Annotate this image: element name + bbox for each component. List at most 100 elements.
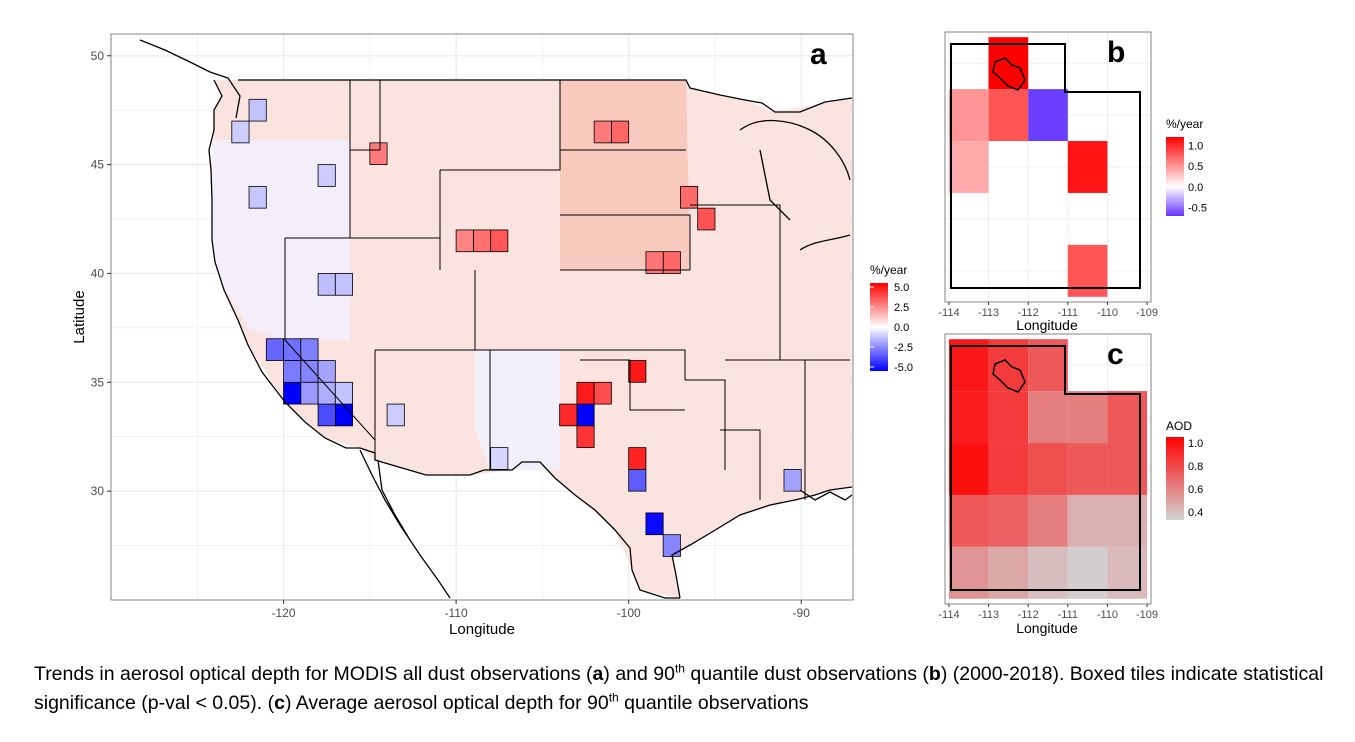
panel-c-legend-colorbar bbox=[1166, 437, 1184, 520]
data-tile bbox=[1067, 244, 1108, 297]
panel-b-legend-title: %/year bbox=[1166, 117, 1203, 131]
gulf-coast-outline bbox=[671, 486, 853, 599]
utah-outline-b bbox=[950, 43, 1141, 289]
trend-tile bbox=[334, 403, 353, 427]
trend-tile bbox=[231, 120, 250, 144]
data-tile bbox=[1067, 546, 1108, 599]
x-tick-label: -110 bbox=[1097, 307, 1118, 319]
x-tick-label: -114 bbox=[938, 307, 959, 319]
legend-label: 0.8 bbox=[1188, 461, 1203, 473]
panel-c: -114 -113 -112 -111 -110 -109 c Longitude AOD… bbox=[938, 333, 1203, 636]
trend-tile bbox=[697, 207, 716, 231]
land-west-wash bbox=[212, 140, 350, 340]
baja-outline bbox=[359, 449, 451, 599]
panel-a-legend-labels: 5.0 2.5 0.0 -2.5 -5.0 bbox=[870, 282, 913, 374]
trend-tile bbox=[680, 185, 699, 209]
y-tick-label: 45 bbox=[91, 158, 105, 172]
utah-outline-c bbox=[950, 345, 1141, 591]
data-tile bbox=[1028, 391, 1068, 444]
data-tile bbox=[948, 546, 989, 599]
panel-b-legend-colorbar bbox=[1166, 137, 1184, 216]
trend-tile bbox=[317, 403, 336, 427]
trend-tile bbox=[386, 403, 405, 427]
data-tile bbox=[1107, 443, 1148, 495]
data-tile bbox=[1028, 89, 1068, 142]
x-tick-label: -111 bbox=[1058, 307, 1078, 319]
great-salt-lake-b bbox=[992, 57, 1026, 91]
data-tile bbox=[988, 443, 1029, 495]
trend-tile bbox=[334, 273, 353, 296]
trend-tile bbox=[611, 120, 630, 144]
y-tick-label: 30 bbox=[91, 484, 105, 498]
caption-bold-a: a bbox=[592, 663, 604, 685]
panel-b-letter: b bbox=[1107, 36, 1125, 69]
panel-a-outlines bbox=[139, 39, 853, 599]
data-tile bbox=[1028, 339, 1068, 392]
land-plains-wash bbox=[560, 80, 690, 270]
trend-tile bbox=[645, 251, 664, 274]
panel-a-legend: %/year 5.0 2.5 0.0 -2.5 -5.0 bbox=[870, 263, 913, 374]
y-tick-label: 40 bbox=[91, 266, 105, 280]
panel-a-legend-colorbar bbox=[870, 283, 888, 371]
x-tick-label: -100 bbox=[617, 606, 641, 620]
data-tile bbox=[988, 391, 1029, 444]
x-tick-label: -112 bbox=[1018, 609, 1039, 621]
us-west-coast-outline bbox=[208, 79, 360, 449]
legend-label: -5.0 bbox=[894, 362, 913, 374]
x-tick-label: -109 bbox=[1136, 307, 1158, 319]
data-tile bbox=[1067, 391, 1108, 444]
trend-tile bbox=[628, 447, 647, 470]
panel-a-letter: a bbox=[810, 38, 827, 71]
data-tile bbox=[948, 391, 989, 444]
trend-tile bbox=[576, 403, 595, 427]
trend-tile bbox=[317, 273, 336, 296]
data-tile bbox=[988, 89, 1029, 142]
legend-label: 2.5 bbox=[894, 302, 909, 314]
data-tile bbox=[1107, 546, 1148, 599]
panel-a-ylabel: Latitude bbox=[71, 290, 88, 343]
canada-border-outline bbox=[238, 79, 853, 113]
florida-outline bbox=[799, 489, 853, 501]
trend-tile bbox=[628, 360, 647, 383]
trend-tile bbox=[283, 360, 302, 383]
trend-tile bbox=[662, 534, 681, 557]
trend-tile bbox=[490, 447, 509, 470]
panel-a-frame bbox=[110, 33, 854, 601]
trend-tile bbox=[265, 338, 284, 361]
legend-label: 0.0 bbox=[894, 322, 909, 334]
panel-a-legend-title: %/year bbox=[870, 263, 907, 277]
caption-text: ) Average aerosol optical depth for 90 bbox=[284, 692, 609, 714]
panel-c-legend-title: AOD bbox=[1166, 419, 1192, 433]
great-lakes-outline bbox=[739, 119, 851, 251]
legend-label: 0.6 bbox=[1188, 484, 1203, 496]
trend-tile bbox=[300, 381, 319, 405]
caption-bold-c: c bbox=[274, 692, 285, 714]
data-tile bbox=[988, 494, 1029, 547]
canada-coast-outline bbox=[139, 39, 241, 119]
trend-tile bbox=[248, 98, 267, 122]
caption-bold-b: b bbox=[928, 663, 941, 685]
trend-tile bbox=[490, 229, 509, 253]
trend-tile bbox=[783, 468, 802, 492]
data-tile bbox=[1028, 443, 1068, 495]
panel-a: 30 35 40 45 50 -120 -110 -100 -90 a Longitude L… bbox=[71, 33, 913, 638]
trend-tile bbox=[455, 229, 474, 253]
mexico-border-outline bbox=[359, 447, 680, 599]
data-tile bbox=[948, 141, 989, 193]
x-tick-label: -112 bbox=[1018, 307, 1039, 319]
legend-label: 0.4 bbox=[1188, 507, 1203, 519]
legend-label: 1.0 bbox=[1188, 140, 1203, 152]
land-background-wash bbox=[211, 80, 852, 598]
trend-tile bbox=[645, 512, 664, 536]
trend-tile bbox=[334, 381, 353, 405]
panel-c-xlabel: Longitude bbox=[1016, 620, 1078, 636]
legend-label: 5.0 bbox=[894, 282, 909, 294]
legend-label: 1.0 bbox=[1188, 438, 1203, 450]
caption-text: quantile dust observations ( bbox=[684, 663, 929, 685]
legend-label: 0.0 bbox=[1188, 182, 1203, 194]
panel-a-land bbox=[211, 80, 852, 598]
x-tick-label: -110 bbox=[445, 606, 468, 620]
state-lines bbox=[284, 80, 850, 500]
trend-tile bbox=[248, 185, 267, 209]
x-tick-label: -120 bbox=[272, 606, 296, 620]
